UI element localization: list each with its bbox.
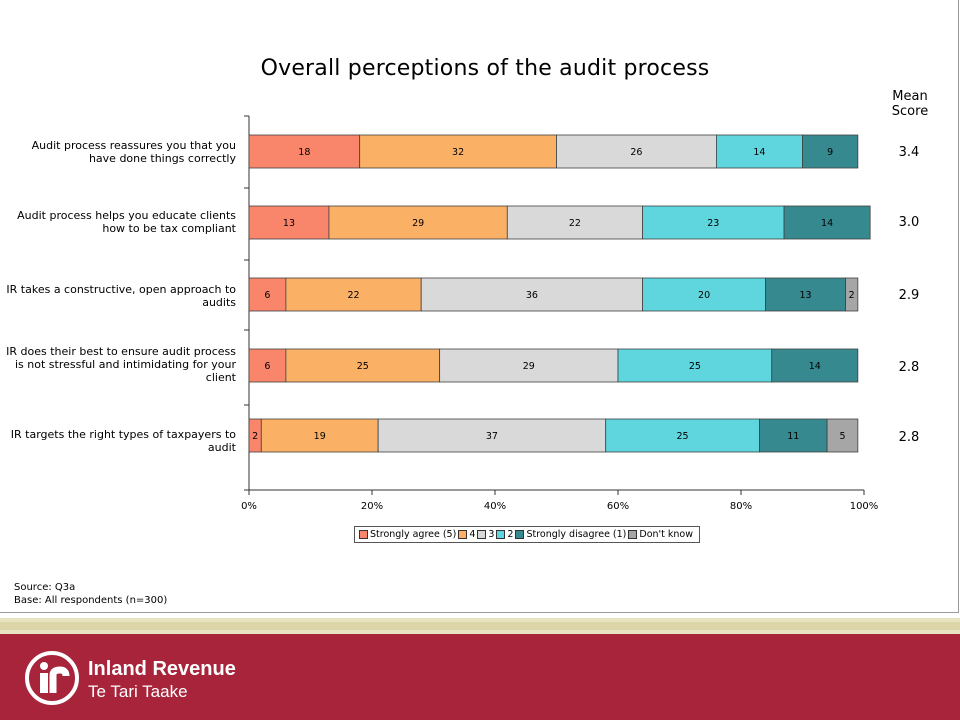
legend-label: Don't know — [639, 529, 693, 540]
bar-segment — [765, 277, 846, 312]
x-tick-label: 60% — [607, 501, 629, 512]
mean-score: 3.4 — [898, 145, 920, 160]
data-label: 2 — [252, 431, 258, 442]
bar-segment — [285, 348, 441, 383]
legend-label: Strongly agree (5) — [370, 529, 457, 540]
data-label: 25 — [357, 361, 369, 372]
bar-segment — [617, 348, 773, 383]
data-label: 19 — [314, 431, 326, 442]
legend-swatch — [359, 530, 368, 539]
source-line: Source: Q3a — [14, 582, 76, 593]
data-label: 32 — [452, 147, 464, 158]
legend-swatch — [458, 530, 468, 539]
bar-segment — [783, 205, 871, 240]
category-label: IR takes a constructive, open approach t… — [6, 283, 236, 309]
bar-segment — [771, 348, 859, 383]
source-note: Source: Q3a Base: All respondents (n=300… — [14, 581, 167, 607]
data-label: 22 — [569, 218, 581, 229]
inland-revenue-logo-icon — [25, 651, 79, 705]
bar-segment — [802, 134, 859, 169]
data-label: 37 — [486, 431, 498, 442]
data-label: 6 — [264, 361, 270, 372]
data-label: 14 — [809, 361, 821, 372]
legend-item: Strongly disagree (1) — [515, 529, 626, 540]
bar-segment — [248, 348, 287, 383]
legend-item: 2 — [496, 529, 513, 540]
data-label: 26 — [630, 147, 642, 158]
legend-item: Don't know — [628, 529, 693, 540]
legend-swatch — [477, 530, 487, 539]
bar-segment — [285, 277, 422, 312]
data-label: 23 — [707, 218, 719, 229]
x-tick-label: 40% — [484, 501, 506, 512]
bar-segment — [420, 277, 644, 312]
bar-segment — [248, 277, 287, 312]
data-label: 2 — [849, 290, 855, 301]
bar-segment — [826, 418, 859, 453]
footer-bar: Inland Revenue Te Tari Taake — [0, 634, 960, 720]
data-label: 14 — [821, 218, 833, 229]
x-tick-label: 80% — [730, 501, 752, 512]
legend-label: 3 — [488, 529, 495, 540]
data-label: 36 — [526, 290, 538, 301]
data-label: 25 — [677, 431, 689, 442]
mean-score-header: Mean Score — [891, 89, 929, 119]
bar-segment — [506, 205, 643, 240]
data-label: 29 — [412, 218, 424, 229]
data-label: 25 — [689, 361, 701, 372]
mean-score: 2.8 — [898, 430, 920, 445]
x-tick-label: 0% — [241, 501, 257, 512]
legend-label: Strongly disagree (1) — [526, 529, 627, 540]
brand-subname: Te Tari Taake — [88, 682, 188, 701]
data-label: 9 — [827, 147, 833, 158]
legend-label: 4 — [469, 529, 476, 540]
data-label: 14 — [753, 147, 765, 158]
legend-item: Strongly agree (5) — [359, 529, 456, 540]
slide: 0% 20% 40% 60% 80% 100% 18 32 26 14 9 13 29 22 23 14 6 22… — [0, 0, 959, 613]
chart-title: Overall perceptions of the audit process — [260, 56, 710, 81]
data-label: 6 — [264, 290, 270, 301]
legend-swatch — [515, 530, 525, 539]
data-label: 20 — [698, 290, 710, 301]
data-label: 13 — [800, 290, 812, 301]
bar-segment — [845, 277, 859, 312]
data-label: 18 — [298, 147, 310, 158]
legend: Strongly agree (5) 4 3 2 Strongly disagr… — [354, 526, 700, 543]
bar-segment — [248, 134, 361, 169]
bar-segment — [605, 418, 760, 453]
mean-score: 2.8 — [898, 360, 920, 375]
legend-swatch — [496, 530, 506, 539]
mean-score: 3.0 — [898, 215, 920, 230]
bar-segment — [359, 134, 557, 169]
bar-segment — [759, 418, 828, 453]
legend-item: 4 — [458, 529, 475, 540]
category-label: IR does their best to ensure audit proce… — [6, 345, 236, 384]
x-tick-label: 20% — [361, 501, 383, 512]
legend-item: 3 — [477, 529, 494, 540]
bar-segment — [377, 418, 607, 453]
data-label: 13 — [283, 218, 295, 229]
x-tick-label: 100% — [850, 501, 879, 512]
bar-segment — [439, 348, 619, 383]
data-label: 11 — [787, 431, 799, 442]
footer-stripe — [0, 618, 960, 634]
bar-segment — [642, 277, 766, 312]
category-label: IR targets the right types of taxpayers … — [10, 428, 236, 454]
footer-stripe-inner — [0, 622, 960, 630]
data-label: 22 — [348, 290, 360, 301]
category-label: Audit process helps you educate clients … — [17, 209, 236, 235]
brand-name: Inland Revenue — [88, 658, 236, 680]
stacked-bar-chart: 0% 20% 40% 60% 80% 100%18 32 26 14 913 29 22 23 146 22… — [241, 115, 879, 512]
mean-score: 2.9 — [898, 288, 920, 303]
bar-segment — [248, 205, 330, 240]
data-label: 29 — [523, 361, 535, 372]
legend-label: 2 — [507, 529, 514, 540]
data-label: 5 — [839, 431, 845, 442]
legend-swatch — [628, 530, 638, 539]
category-label: Audit process reassures you that you hav… — [31, 139, 236, 165]
bar-segment — [642, 205, 785, 240]
base-line: Base: All respondents (n=300) — [14, 595, 168, 606]
